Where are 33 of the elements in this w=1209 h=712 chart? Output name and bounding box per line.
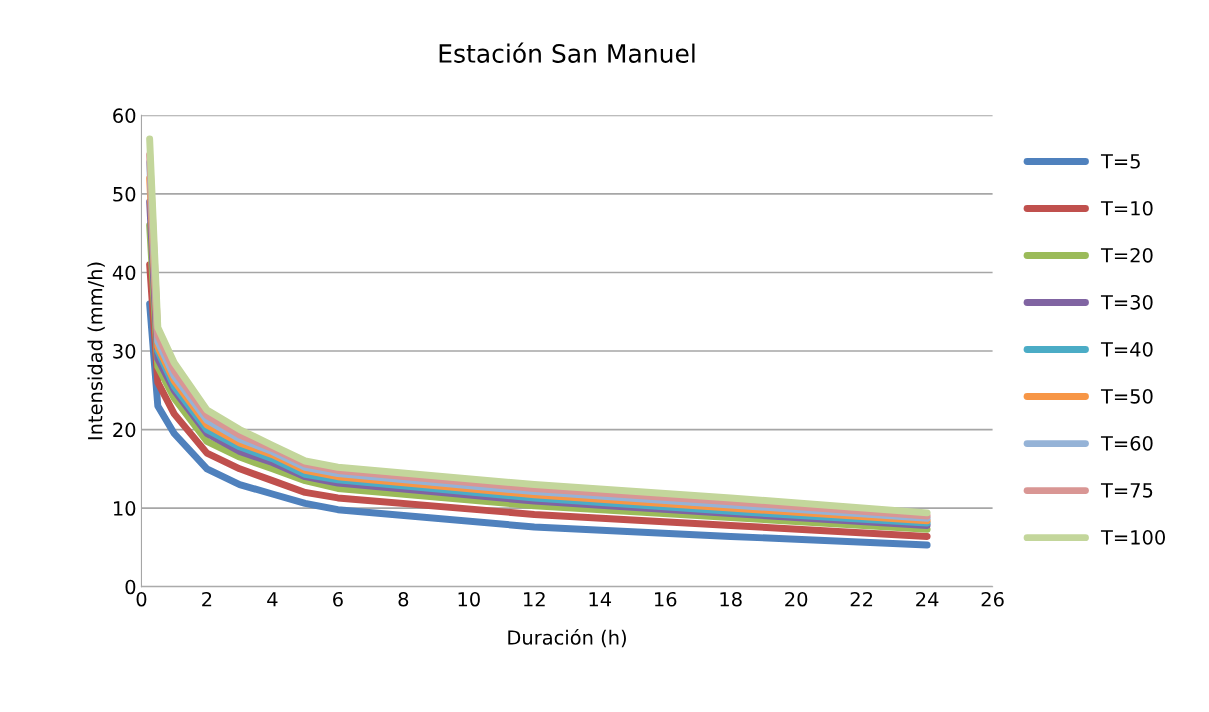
y-tick-label: 40 [112,265,136,281]
y-tick-label: 60 [113,108,136,124]
x-axis-title: Duración (h) [508,629,626,648]
x-tick-label: 2 [202,591,212,607]
y-tick-label: 30 [113,343,136,359]
legend-label: T=60 [1100,435,1153,451]
legend-label: T=30 [1100,294,1153,310]
legend-label: T=20 [1100,247,1153,263]
y-tick-label: 50 [113,186,136,202]
x-tick-label: 0 [136,591,147,607]
y-tick-label: 0 [125,579,136,595]
x-tick-label: 20 [785,591,808,607]
x-tick-label: 4 [267,592,278,607]
legend-label: T=75 [1100,483,1153,498]
legend-label: T=10 [1100,200,1153,216]
legend-label: T=100 [1100,530,1165,545]
x-tick-label: 12 [524,591,545,607]
x-tick-label: 22 [850,591,873,607]
y-tick-label: 10 [113,501,136,516]
legend-label: T=50 [1100,388,1153,404]
x-tick-label: 26 [981,591,1004,607]
legend-label: T=40 [1100,341,1153,357]
x-tick-label: 24 [916,591,939,607]
x-tick-label: 16 [654,591,677,607]
chart-title: Estación San Manuel [439,42,695,63]
x-tick-label: 18 [720,591,742,607]
legend-label: T=5 [1100,154,1140,169]
y-axis-title: Intensidad (mm/h) [87,262,105,440]
x-tick-label: 8 [398,591,409,607]
y-tick-label: 20 [113,422,136,438]
x-tick-label: 10 [458,591,480,607]
x-tick-label: 6 [333,591,343,607]
x-tick-label: 14 [589,592,612,607]
